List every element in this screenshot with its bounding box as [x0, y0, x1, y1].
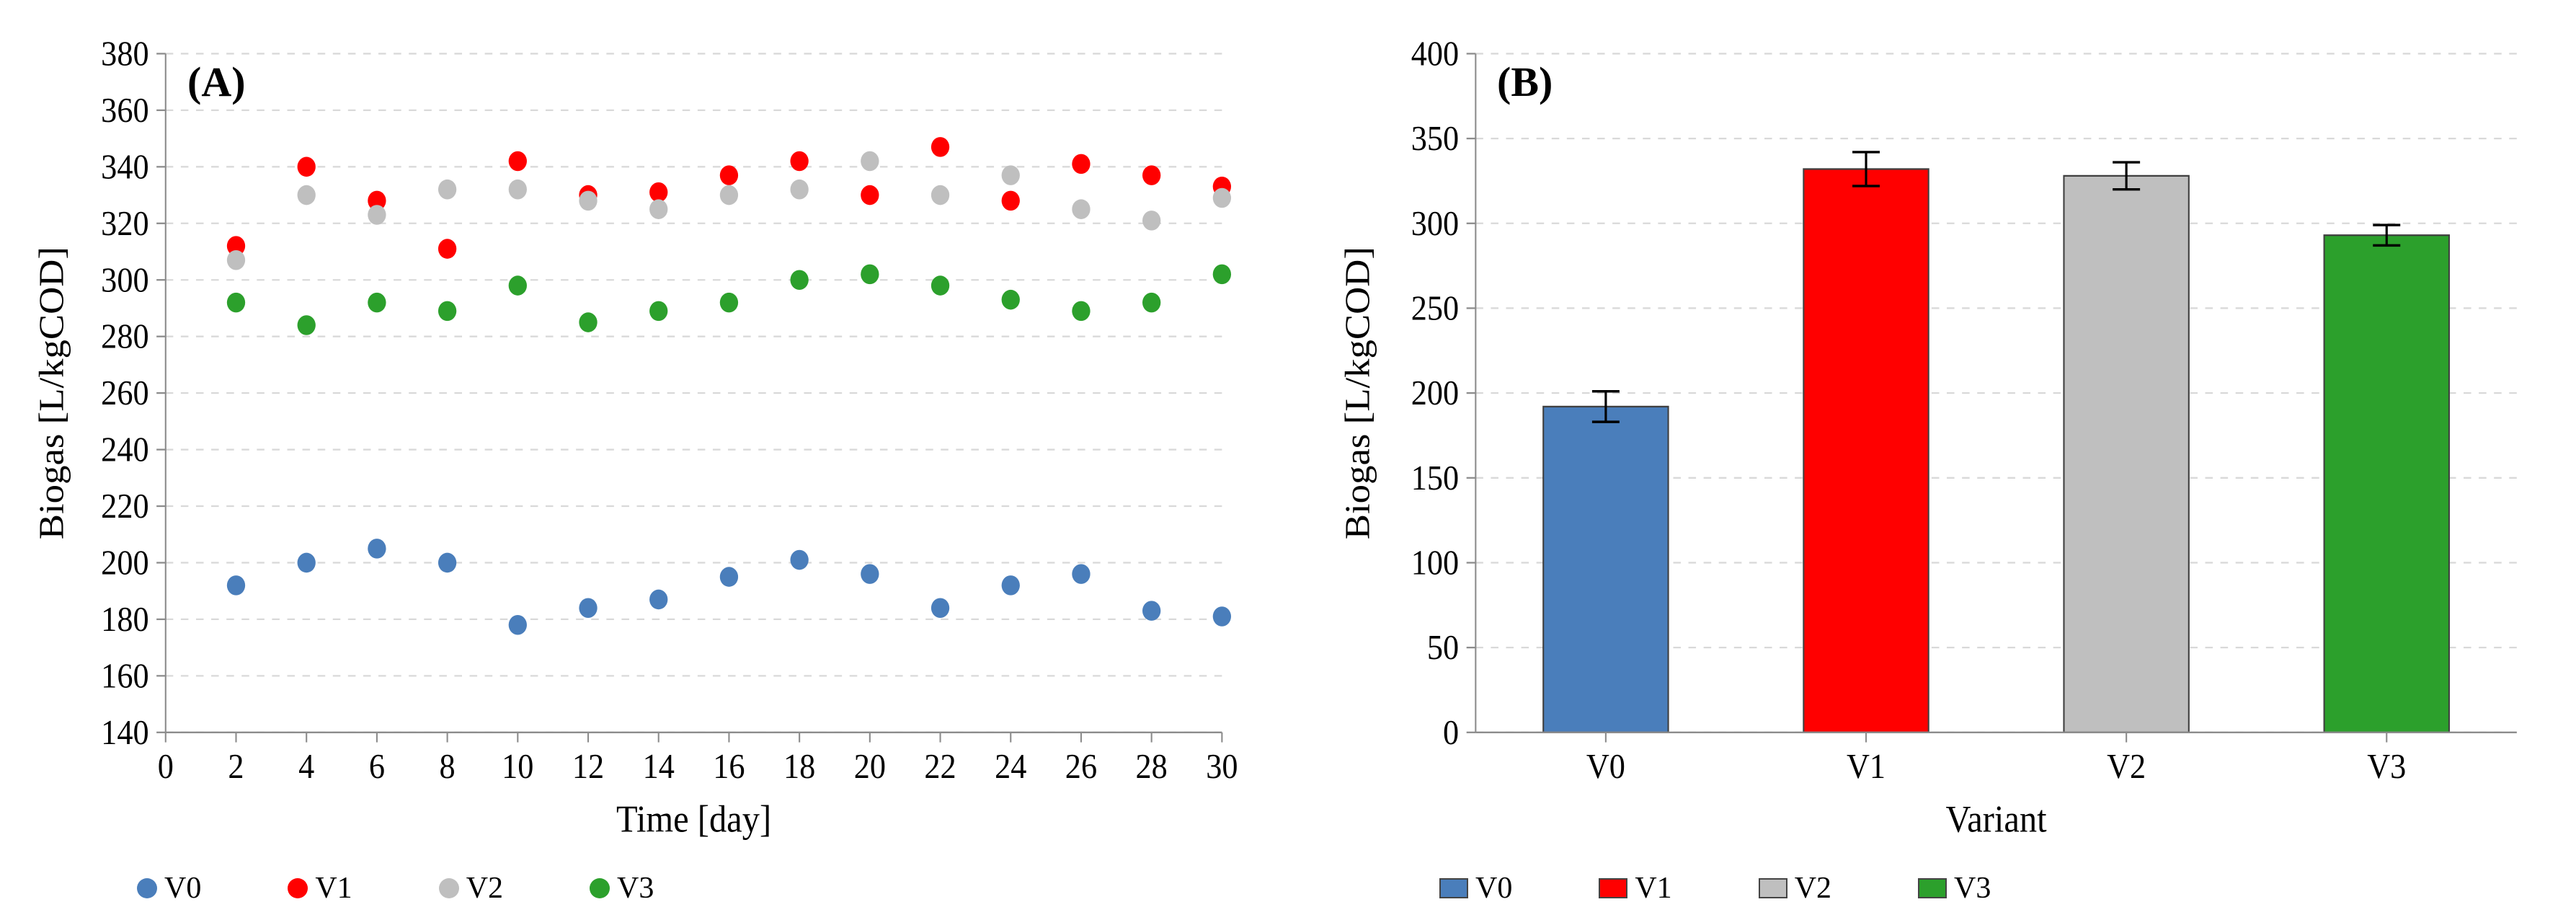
legend-item-V2: V2 [1759, 871, 1831, 906]
svg-text:20: 20 [854, 748, 886, 786]
svg-text:250: 250 [1411, 290, 1459, 328]
legend-label: V3 [1954, 871, 1991, 906]
svg-text:380: 380 [101, 35, 148, 74]
svg-text:V1: V1 [1847, 748, 1886, 786]
svg-text:150: 150 [1411, 459, 1459, 497]
legend-marker-icon [590, 878, 610, 898]
svg-text:50: 50 [1427, 629, 1459, 668]
panel-a: 0246810121416182022242628301401601802002… [29, 29, 1245, 906]
svg-text:350: 350 [1411, 120, 1459, 159]
panel-b: V0 V1 V2 V3 0 50 100 150 200 250 300 350 400 Variant B… [1331, 29, 2547, 906]
svg-text:320: 320 [101, 205, 148, 243]
legend-swatch-icon [1918, 878, 1947, 898]
svg-text:V3: V3 [2367, 748, 2406, 786]
svg-text:14: 14 [643, 748, 675, 786]
legend-item-V0: V0 [1439, 871, 1512, 906]
legend-item-V2: V2 [439, 871, 503, 906]
legend-item-V1: V1 [288, 871, 352, 906]
svg-text:V0: V0 [1586, 748, 1625, 786]
svg-text:340: 340 [101, 149, 148, 187]
legend-marker-icon [137, 878, 157, 898]
svg-text:Biogas [L/kgCOD]: Biogas [L/kgCOD] [32, 247, 71, 539]
panel-b-label: (B) [1497, 58, 1553, 106]
svg-text:18: 18 [783, 748, 815, 786]
legend-label: V2 [1795, 871, 1831, 906]
svg-text:100: 100 [1411, 544, 1459, 583]
svg-text:12: 12 [572, 748, 604, 786]
legend-item-V3: V3 [590, 871, 654, 906]
legend-item-V3: V3 [1918, 871, 1991, 906]
svg-text:28: 28 [1136, 748, 1168, 786]
legend-label: V3 [617, 871, 654, 906]
svg-text:Time [day]: Time [day] [616, 798, 771, 840]
legend-label: V0 [164, 871, 201, 906]
svg-text:140: 140 [101, 714, 148, 752]
svg-text:240: 240 [101, 431, 148, 469]
svg-text:Variant: Variant [1946, 798, 2047, 840]
svg-text:260: 260 [101, 375, 148, 413]
svg-text:0: 0 [158, 748, 174, 786]
svg-text:10: 10 [502, 748, 533, 786]
svg-text:24: 24 [995, 748, 1026, 786]
panel-a-plot: 0246810121416182022242628301401601802002… [29, 29, 1245, 857]
svg-text:22: 22 [924, 748, 956, 786]
svg-text:0: 0 [1443, 714, 1459, 752]
legend-marker-icon [288, 878, 308, 898]
panel-b-legend: V0 V1 V2 V3 [1331, 857, 2547, 906]
legend-label: V2 [466, 871, 503, 906]
svg-text:V2: V2 [2107, 748, 2146, 786]
svg-text:280: 280 [101, 318, 148, 356]
svg-text:8: 8 [440, 748, 456, 786]
svg-text:26: 26 [1065, 748, 1097, 786]
legend-swatch-icon [1759, 878, 1787, 898]
legend-item-V0: V0 [137, 871, 201, 906]
svg-text:2: 2 [228, 748, 244, 786]
svg-text:30: 30 [1206, 748, 1238, 786]
panel-a-label: (A) [187, 58, 246, 106]
svg-text:300: 300 [101, 262, 148, 300]
panel-a-legend: V0 V1 V2 V3 [29, 857, 1245, 906]
svg-text:360: 360 [101, 92, 148, 130]
legend-swatch-icon [1439, 878, 1468, 898]
svg-text:6: 6 [369, 748, 385, 786]
legend-item-V1: V1 [1599, 871, 1671, 906]
panel-b-plot: V0 V1 V2 V3 0 50 100 150 200 250 300 350 400 Variant B… [1331, 29, 2547, 857]
legend-marker-icon [439, 878, 459, 898]
legend-label: V1 [1635, 871, 1671, 906]
svg-text:220: 220 [101, 487, 148, 526]
svg-text:Biogas [L/kgCOD]: Biogas [L/kgCOD] [1338, 247, 1377, 539]
legend-label: V1 [315, 871, 352, 906]
svg-text:160: 160 [101, 658, 148, 696]
svg-text:16: 16 [713, 748, 745, 786]
svg-text:200: 200 [1411, 375, 1459, 413]
svg-text:180: 180 [101, 601, 148, 639]
svg-text:4: 4 [298, 748, 314, 786]
legend-label: V0 [1475, 871, 1512, 906]
svg-text:300: 300 [1411, 205, 1459, 243]
legend-swatch-icon [1599, 878, 1627, 898]
svg-text:400: 400 [1411, 35, 1459, 74]
svg-text:200: 200 [101, 544, 148, 583]
